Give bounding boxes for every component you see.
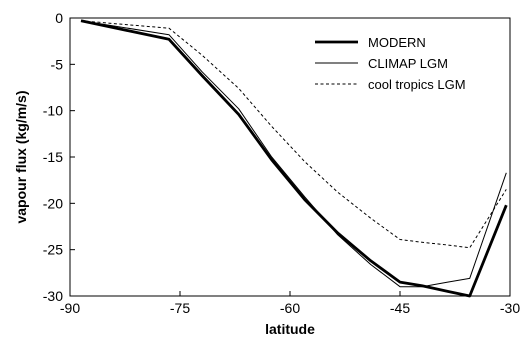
series-line-modern xyxy=(80,19,508,298)
legend-label: CLIMAP LGM xyxy=(368,56,448,71)
legend-label: cool tropics LGM xyxy=(368,77,466,92)
series-line-cool-tropics-lgm xyxy=(80,20,507,249)
legend-label: MODERN xyxy=(368,35,426,50)
x-axis-title: latitude xyxy=(265,321,315,337)
y-axis-title: vapour flux (kg/m/s) xyxy=(13,90,29,223)
y-tick-label: -30 xyxy=(43,288,63,304)
y-tick-label: -20 xyxy=(43,195,63,211)
x-tick-label: -90 xyxy=(60,300,80,316)
x-tick-label: -45 xyxy=(390,300,410,316)
y-tick-label: -5 xyxy=(51,56,64,72)
x-tick-label: -60 xyxy=(280,300,300,316)
axis-ticks xyxy=(69,17,511,297)
axis-tick-labels: -90 -75 -60 -45 -30 0 -5 -10 -15 -20 -25 -30 xyxy=(43,10,521,316)
series-lines xyxy=(80,19,508,298)
y-tick-label: -10 xyxy=(43,103,63,119)
y-tick-label: -15 xyxy=(43,149,63,165)
x-tick-label: -75 xyxy=(170,300,190,316)
y-tick-label: -25 xyxy=(43,242,63,258)
y-tick-label: 0 xyxy=(55,10,63,26)
legend: MODERN CLIMAP LGM cool tropics LGM xyxy=(315,35,466,92)
x-tick-label: -30 xyxy=(500,300,520,316)
